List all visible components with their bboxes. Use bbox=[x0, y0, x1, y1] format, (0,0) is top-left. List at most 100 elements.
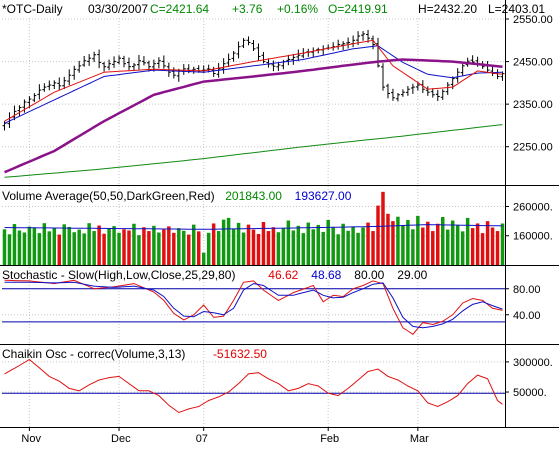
price-bar bbox=[435, 89, 440, 102]
series-line-ma-blue bbox=[4, 45, 503, 124]
volume-bar bbox=[137, 235, 141, 265]
price-bar bbox=[460, 63, 465, 76]
price-bar bbox=[276, 62, 281, 71]
symbol-label: *OTC-Daily bbox=[2, 2, 63, 16]
volume-bar bbox=[386, 213, 390, 265]
price-bar bbox=[82, 55, 87, 67]
panel-title: Volume Average(50,50,DarkGreen,Red) bbox=[2, 189, 215, 203]
price-bar bbox=[271, 60, 276, 72]
price-bar bbox=[37, 84, 42, 100]
volume-bar bbox=[167, 226, 171, 265]
volume-bar bbox=[465, 217, 470, 265]
price-bar bbox=[17, 105, 22, 117]
volume-bar bbox=[326, 219, 330, 265]
volume-bar bbox=[211, 223, 216, 265]
price-bar bbox=[221, 58, 226, 74]
volume-bar bbox=[52, 228, 57, 265]
volume-bar bbox=[351, 226, 355, 265]
volume-bar bbox=[206, 232, 211, 265]
volume-bar bbox=[271, 227, 276, 265]
volume-bar bbox=[22, 232, 27, 265]
volume-bar bbox=[57, 234, 62, 265]
x-tick-label: Feb bbox=[320, 433, 339, 445]
volume-bar bbox=[356, 232, 360, 265]
series-line-volume-average bbox=[4, 224, 503, 230]
volume-bar bbox=[306, 222, 311, 265]
x-tick-label: Dec bbox=[111, 433, 131, 445]
series-line-chaikin-osc bbox=[4, 358, 503, 414]
volume-bar bbox=[37, 233, 42, 265]
price-bar bbox=[92, 51, 97, 63]
volume-bar bbox=[346, 230, 350, 265]
x-tick-label: Nov bbox=[21, 433, 41, 445]
chart-header: *OTC-Daily 03/30/2007 C=2421.64 +3.76 +0… bbox=[2, 2, 545, 16]
price-bar bbox=[291, 54, 296, 65]
price-bar bbox=[136, 54, 141, 70]
volume-bar bbox=[251, 229, 256, 265]
y-tick-label: 300000. bbox=[513, 357, 553, 369]
series-line-ma-red bbox=[4, 39, 503, 122]
price-bar bbox=[445, 82, 450, 95]
volume-bar bbox=[391, 221, 395, 265]
price-bar bbox=[455, 68, 460, 83]
volume-bar bbox=[421, 227, 425, 265]
volume-bar bbox=[401, 225, 405, 265]
y-tick-label: 260000. bbox=[513, 201, 553, 213]
volume-bar bbox=[7, 234, 12, 265]
volume-bar bbox=[172, 232, 176, 265]
volume-bar bbox=[241, 232, 246, 265]
high-label: H=2432.20 bbox=[418, 2, 477, 16]
volume-bar bbox=[411, 229, 415, 265]
volume-bar bbox=[27, 226, 32, 265]
volume-bar bbox=[366, 222, 370, 265]
close-label: C=2421.64 bbox=[150, 2, 209, 16]
series-line-stoch-k bbox=[4, 279, 503, 335]
volume-bar bbox=[201, 252, 206, 265]
price-bar bbox=[500, 71, 505, 81]
price-bar bbox=[117, 55, 122, 65]
price-bar bbox=[241, 38, 246, 49]
price-bar bbox=[226, 53, 231, 67]
panel-title: Chaikin Osc - correc(Volume,3,13) bbox=[2, 347, 185, 361]
volume-bar bbox=[441, 217, 445, 265]
volume-bar bbox=[122, 229, 126, 265]
volume-bar bbox=[436, 223, 440, 265]
volume-bar bbox=[12, 224, 17, 265]
volume-bar bbox=[261, 221, 266, 265]
volume-bar bbox=[177, 228, 181, 265]
volume-bar bbox=[445, 229, 450, 265]
price-bar bbox=[171, 67, 176, 79]
price-bar bbox=[131, 62, 136, 72]
volume-bar bbox=[316, 224, 320, 265]
volume-bar bbox=[117, 232, 121, 265]
price-bar bbox=[311, 47, 316, 57]
volume-bar bbox=[485, 221, 490, 265]
price-bar bbox=[490, 65, 495, 76]
y-tick-label: 2350.00 bbox=[513, 99, 553, 111]
price-bar bbox=[296, 49, 301, 62]
volume-bar bbox=[87, 223, 91, 265]
price-bar bbox=[376, 37, 381, 68]
price-bar bbox=[331, 42, 336, 51]
volume-bar bbox=[311, 229, 316, 265]
y-tick-label: 40.00 bbox=[513, 310, 541, 322]
volume-bar bbox=[152, 225, 156, 265]
price-bar bbox=[47, 80, 52, 91]
price-bar bbox=[72, 65, 77, 80]
panel-value-label: 46.62 bbox=[268, 268, 298, 282]
price-bar bbox=[400, 89, 405, 97]
volume-bar bbox=[396, 216, 400, 265]
volume-bar bbox=[246, 224, 251, 265]
volume-bar bbox=[376, 205, 380, 265]
price-bar bbox=[42, 83, 47, 92]
price-bar bbox=[470, 55, 475, 64]
price-bar bbox=[112, 56, 117, 68]
price-bar bbox=[231, 51, 236, 62]
volume-bar bbox=[132, 223, 136, 265]
volume-bar bbox=[102, 233, 106, 265]
price-bar bbox=[67, 69, 72, 86]
volume-bar bbox=[17, 230, 22, 265]
volume-bar bbox=[336, 234, 340, 265]
volume-bar bbox=[475, 223, 480, 265]
volume-bar bbox=[92, 231, 96, 265]
